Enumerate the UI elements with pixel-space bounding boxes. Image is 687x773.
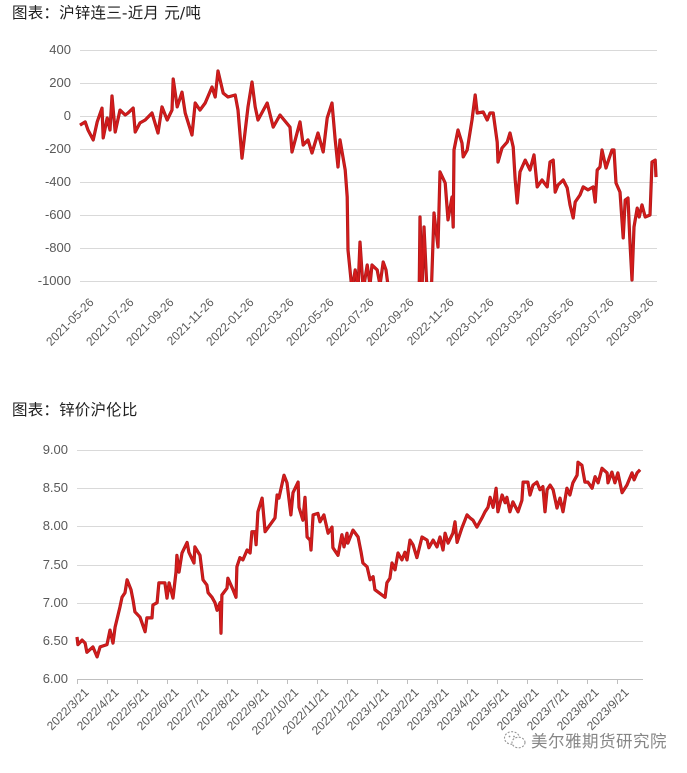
chart1-title: 图表：沪锌连三-近月 元/吨 bbox=[12, 4, 202, 22]
y-tick-label: 0 bbox=[63, 108, 71, 123]
y-tick-label: 7.00 bbox=[42, 595, 68, 610]
y-tick-label: 400 bbox=[49, 42, 71, 57]
y-tick-label: 9.00 bbox=[42, 442, 68, 457]
y-tick-label: 7.50 bbox=[42, 557, 68, 572]
watermark-text: 美尔雅期货研究院 bbox=[531, 732, 667, 751]
y-tick-label: -600 bbox=[44, 207, 71, 222]
y-tick-label: 8.50 bbox=[42, 480, 68, 495]
wechat-icon bbox=[503, 731, 526, 749]
y-tick-label: 8.00 bbox=[42, 518, 68, 533]
series-line bbox=[76, 461, 641, 658]
y-tick-label: -200 bbox=[44, 141, 71, 156]
y-tick-label: -400 bbox=[44, 174, 71, 189]
y-tick-label: 6.50 bbox=[42, 633, 68, 648]
y-tick-label: 200 bbox=[49, 75, 71, 90]
series-line bbox=[79, 70, 657, 282]
chart2-title: 图表：锌价沪伦比 bbox=[12, 401, 138, 419]
y-tick-label: -1000 bbox=[37, 273, 71, 288]
y-tick-label: -800 bbox=[44, 240, 71, 255]
y-tick-label: 6.00 bbox=[42, 671, 68, 686]
series-line-shadow bbox=[75, 460, 642, 659]
watermark: 美尔雅期货研究院 bbox=[503, 728, 667, 752]
